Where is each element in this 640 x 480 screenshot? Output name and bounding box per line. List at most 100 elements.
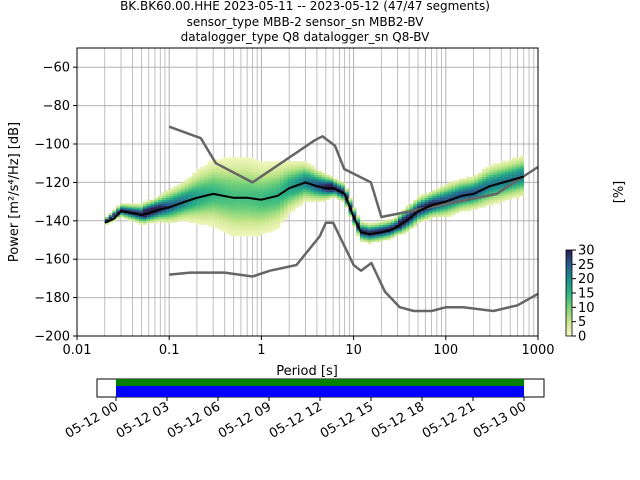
density-cell [352, 211, 357, 214]
density-cell [279, 199, 285, 202]
density-cell [321, 184, 326, 187]
density-cell [458, 201, 464, 204]
density-cell [268, 161, 273, 164]
density-cell [257, 195, 262, 198]
density-cell [184, 218, 189, 221]
density-cell [287, 174, 292, 177]
density-cell [390, 234, 395, 237]
density-cell [508, 159, 513, 162]
density-cell [272, 193, 277, 197]
density-cell [424, 218, 429, 221]
density-cell [325, 193, 330, 197]
density-cell [329, 195, 334, 198]
density-cell [295, 161, 300, 164]
density-cell [458, 184, 464, 187]
density-cell [116, 205, 121, 208]
density-cell [394, 222, 399, 225]
density-cell [462, 190, 467, 193]
density-cell [504, 163, 509, 166]
density-cell [329, 178, 334, 181]
density-cell [245, 216, 250, 220]
density-cell [253, 224, 258, 227]
density-cell [375, 224, 380, 227]
density-cell [249, 207, 254, 210]
density-cell [203, 184, 208, 187]
density-cell [196, 170, 201, 173]
density-cell [279, 180, 285, 183]
density-cell [310, 174, 315, 177]
density-cell [329, 180, 334, 183]
density-cell [302, 172, 307, 175]
density-cell [283, 201, 288, 204]
density-cell [504, 170, 509, 173]
density-cell [436, 207, 441, 210]
density-cell [443, 195, 448, 198]
density-cell [382, 222, 387, 225]
density-cell [512, 174, 517, 177]
density-cell [519, 182, 525, 185]
density-cell [245, 176, 250, 179]
density-cell [436, 193, 441, 197]
density-cell [257, 192, 262, 195]
density-cell [417, 215, 422, 218]
density-cell [253, 199, 258, 202]
density-cell [436, 199, 441, 202]
density-cell [249, 220, 254, 223]
density-cell [230, 180, 235, 183]
density-cell [458, 209, 464, 212]
density-cell [504, 184, 509, 187]
density-cell [272, 182, 277, 185]
density-cell [287, 163, 292, 166]
density-cell [314, 186, 319, 189]
density-cell [504, 161, 509, 164]
density-cell [260, 170, 266, 173]
density-cell [443, 190, 448, 193]
density-cell [337, 180, 342, 183]
density-cell [158, 215, 163, 218]
density-cell [478, 192, 483, 195]
density-cell [428, 201, 433, 204]
density-cell [268, 218, 273, 221]
density-cell [184, 197, 189, 200]
density-cell [272, 188, 277, 191]
density-cell [367, 236, 372, 239]
density-cell [283, 186, 288, 189]
density-cell [222, 230, 227, 233]
density-cell [230, 215, 235, 218]
density-cell [302, 197, 307, 200]
density-cell [386, 226, 391, 229]
density-cell [264, 226, 269, 229]
density-cell [257, 228, 262, 231]
density-cell [276, 209, 281, 212]
density-cell [241, 193, 246, 197]
density-cell [382, 220, 387, 223]
density-cell [253, 205, 258, 208]
density-cell [196, 172, 201, 175]
density-cell [283, 170, 288, 173]
density-cell [199, 211, 205, 214]
density-cell [192, 199, 197, 202]
density-cell [219, 195, 224, 198]
density-cell [165, 216, 170, 220]
density-cell [352, 207, 357, 210]
density-cell [222, 180, 227, 183]
density-cell [123, 203, 128, 206]
density-cell [356, 218, 361, 221]
density-cell [470, 178, 475, 181]
density-cell [249, 226, 254, 229]
density-cell [497, 174, 502, 177]
density-cell [333, 178, 338, 181]
density-cell [295, 174, 300, 177]
density-cell [249, 165, 254, 168]
density-cell [318, 180, 323, 183]
density-cell [249, 199, 254, 202]
density-cell [135, 218, 140, 221]
density-cell [363, 240, 368, 243]
density-cell [207, 213, 212, 216]
density-cell [359, 238, 365, 241]
density-cell [203, 197, 208, 200]
density-cell [249, 193, 254, 197]
chart-title-line-2: sensor_type MBB-2 sensor_sn MBB2-BV [187, 15, 425, 29]
density-cell [173, 211, 178, 214]
density-cell [462, 203, 467, 206]
